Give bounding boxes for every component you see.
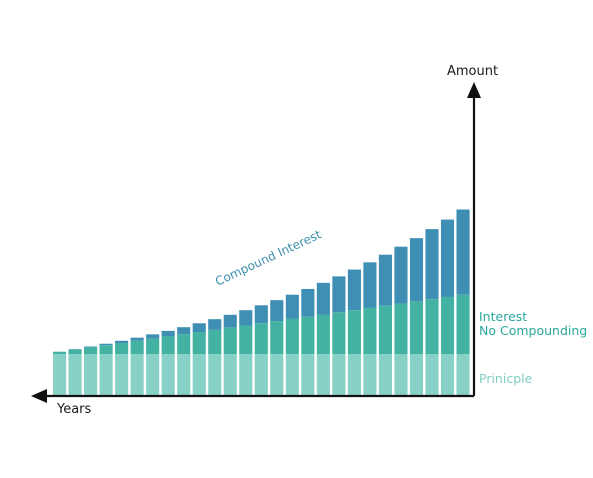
simple-interest-bar <box>192 332 206 354</box>
simple-interest-bar <box>161 336 175 354</box>
principal-bar <box>208 354 222 395</box>
compound-interest-bar <box>239 310 253 326</box>
principal-bar <box>285 354 299 395</box>
simple-interest-bar <box>177 334 191 354</box>
compound-interest-bar <box>115 340 129 344</box>
simple-interest-bar <box>316 314 330 354</box>
compound-interest-bar <box>161 330 175 337</box>
simple-interest-bar <box>208 329 222 354</box>
simple-interest-bar <box>270 321 284 354</box>
x-axis-label: Years <box>57 402 92 417</box>
simple-interest-bar <box>84 347 98 354</box>
simple-interest-bar <box>223 327 237 354</box>
bar-stack-group <box>53 209 470 395</box>
compound-interest-bar <box>378 254 393 306</box>
principal-bar <box>53 354 67 395</box>
simple-interest-bar <box>285 318 299 354</box>
principal-bar <box>378 354 393 395</box>
simple-interest-bar <box>99 345 113 354</box>
simple-interest-bar <box>456 294 470 354</box>
principal-bar <box>456 354 470 395</box>
simple-interest-bar <box>68 349 82 354</box>
principal-bar <box>332 354 346 395</box>
principal-bar <box>130 354 144 395</box>
compound-interest-bar <box>332 276 346 313</box>
principal-bar <box>115 354 129 395</box>
simple-interest-bar <box>409 301 424 354</box>
simple-interest-bar <box>53 351 67 354</box>
principal-bar <box>192 354 206 395</box>
principal-bar <box>316 354 330 395</box>
simple-interest-bar <box>239 325 253 354</box>
simple-interest-bar <box>347 310 361 354</box>
y-axis-arrow-icon <box>467 82 481 98</box>
simple-interest-bar <box>115 343 129 354</box>
compound-interest-bar <box>316 282 330 315</box>
simple-interest-bar <box>378 305 393 354</box>
compound-interest-bar <box>192 323 206 333</box>
simple-interest-label-line1: Interest <box>479 309 528 324</box>
principal-bar <box>146 354 160 395</box>
principal-bar <box>239 354 253 395</box>
compound-interest-bar <box>285 294 299 319</box>
simple-interest-bar <box>332 312 346 354</box>
simple-interest-bar <box>363 307 377 354</box>
principal-bar <box>409 354 424 395</box>
compound-interest-bar <box>130 337 144 341</box>
compound-interest-bar <box>208 319 222 330</box>
principal-bar <box>161 354 175 395</box>
principal-bar <box>84 354 98 395</box>
compound-interest-bar <box>363 262 377 308</box>
simple-interest-bar <box>146 338 160 354</box>
compound-interest-bar <box>223 314 237 328</box>
simple-interest-bar <box>440 296 455 354</box>
principle-label: Prinicple <box>479 371 533 386</box>
principal-bar <box>394 354 408 395</box>
principal-bar <box>68 354 82 395</box>
simple-interest-bar <box>394 303 408 354</box>
compound-interest-bar <box>394 246 408 304</box>
x-axis-arrow-icon <box>31 389 47 403</box>
principal-bar <box>223 354 237 395</box>
simple-interest-label-line2: No Compounding <box>479 323 588 338</box>
simple-interest-bar <box>425 299 439 354</box>
simple-interest-bar <box>130 340 144 354</box>
simple-interest-label: Interest No Compounding <box>479 310 587 338</box>
principal-bar <box>254 354 268 395</box>
principal-bar <box>177 354 191 395</box>
compound-interest-bar <box>425 229 439 300</box>
simple-interest-bar <box>301 316 315 354</box>
compound-interest-bar <box>84 346 98 348</box>
compound-interest-bar <box>146 334 160 339</box>
simple-interest-bar <box>254 323 268 354</box>
compound-interest-bar <box>301 288 315 317</box>
principal-bar <box>347 354 361 395</box>
principal-bar <box>99 354 113 395</box>
compound-interest-bar <box>270 300 284 322</box>
compound-interest-bar <box>347 269 361 311</box>
compound-interest-bar <box>440 219 455 297</box>
principal-bar <box>301 354 315 395</box>
compound-interest-bar <box>99 343 113 346</box>
principal-bar <box>425 354 439 395</box>
y-axis-label: Amount <box>447 64 499 79</box>
compound-interest-bar <box>409 238 424 302</box>
compound-interest-bar <box>177 327 191 335</box>
compound-interest-bar <box>254 305 268 324</box>
principal-bar <box>440 354 455 395</box>
principal-bar <box>363 354 377 395</box>
compound-interest-bar <box>456 209 470 295</box>
principal-bar <box>270 354 284 395</box>
